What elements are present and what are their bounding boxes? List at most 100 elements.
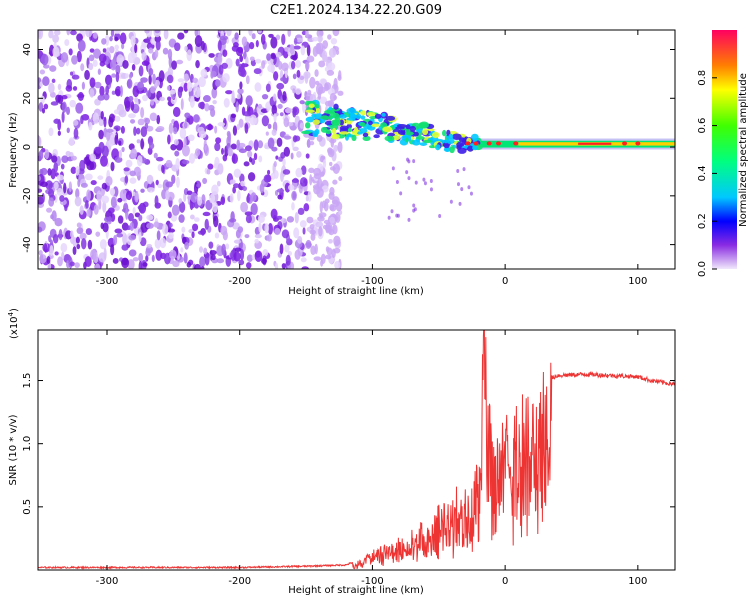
spectral-cell [204,253,210,266]
snr-x-axis: -300 -200 -100 0 100 [96,330,647,587]
spectral-cell [51,78,56,84]
spectral-cell [296,150,302,158]
spectral-cell [110,196,117,209]
spectral-cell [412,203,416,208]
x-tick-label: -200 [228,276,251,287]
spectral-cell [116,233,124,238]
spectral-cell [414,180,418,185]
spectral-cell [38,250,43,256]
spectral-cell [305,30,309,39]
spectral-cell [303,71,311,79]
spectral-cell [47,168,52,176]
spectral-cell [48,235,52,243]
spectral-cell [235,58,240,67]
spectral-cell [190,192,198,203]
spectral-cell [61,101,67,113]
spectral-cell [212,100,217,105]
spectral-peak [465,141,471,146]
spectral-cell [103,116,107,128]
spectral-cell [281,62,289,72]
spectral-cell [284,244,290,253]
spectral-cell [324,198,330,204]
spectral-cell [137,118,145,126]
spectral-cell [308,103,315,109]
snr-y-axis: 0.5 1.0 1.5 [22,373,675,515]
spectral-cell [285,254,291,266]
spectral-cell [88,62,94,71]
spectral-cell [191,231,195,239]
spectral-cell [146,222,154,229]
spectral-cell [106,128,114,133]
spectral-cell [280,77,287,82]
snr-y-scale: (x104) [7,308,20,339]
spectral-cell [359,122,366,127]
spectral-cell [312,184,320,190]
spectral-cell [368,120,373,126]
spectral-cell [154,49,159,58]
spectral-cell [332,179,338,185]
spectral-cell [262,189,269,198]
spectral-cell [333,144,339,152]
spectral-cell [328,47,337,58]
spectral-cell [244,234,250,239]
spectral-cell [168,232,174,240]
spectral-cell [338,70,342,80]
spectral-cell [120,125,125,134]
spectral-cell [133,126,137,137]
spectral-cell [57,130,61,136]
spectral-cell [300,257,307,263]
spectral-cell [258,155,263,163]
spectral-cell [174,150,180,157]
spectral-cell [130,35,136,46]
spectral-cell [195,60,200,69]
spectral-cell [167,228,176,233]
spectral-cell [155,249,163,261]
spectral-cell [317,86,326,94]
spectral-cell [52,46,60,58]
spectral-cell [128,95,134,102]
spectral-cell [142,94,149,102]
spectral-cell [76,243,81,250]
spectral-cell [462,167,466,172]
spectral-cell [105,176,113,187]
spectral-cell [121,257,130,269]
spectral-cell [429,179,433,184]
spectral-cell [117,197,123,203]
colorbar-tick-label: 0.0 [697,261,708,277]
spectral-cell [137,81,145,92]
spectral-cell [124,100,131,112]
spectral-cell [238,259,245,266]
spectral-cell [200,68,208,78]
spectral-cell [431,131,440,139]
colorbar-tick-label: 0.2 [697,213,708,229]
spectral-cell [209,193,216,204]
spectral-cell [409,125,416,132]
spectral-cell [312,119,320,125]
spectral-cell [169,249,177,260]
spectral-cell [50,101,59,106]
spectral-cell [423,181,427,186]
spectral-cell [183,73,189,82]
spectral-cell [253,152,258,161]
y-tick-label: 40 [22,43,33,56]
spectral-cell [101,182,108,190]
spectral-cell [305,239,312,249]
spectral-cell [199,150,203,159]
spectral-cell [155,39,161,51]
spectral-cell [223,98,230,108]
spectral-cell [337,141,343,154]
spectral-cell [273,170,279,179]
spectral-cell [333,103,339,110]
spectral-cell [346,107,357,115]
spectral-cell [116,54,124,66]
x-tick-label: 100 [628,276,647,287]
spectral-cell [125,208,129,220]
spectral-peak [622,141,628,146]
spectral-cell [204,103,210,112]
spectral-cell [318,60,326,68]
spectral-cell [271,129,277,136]
spectral-cell [77,91,84,101]
spectral-cell [270,52,276,60]
spectral-cell [268,33,274,38]
spectral-cell [319,201,323,214]
